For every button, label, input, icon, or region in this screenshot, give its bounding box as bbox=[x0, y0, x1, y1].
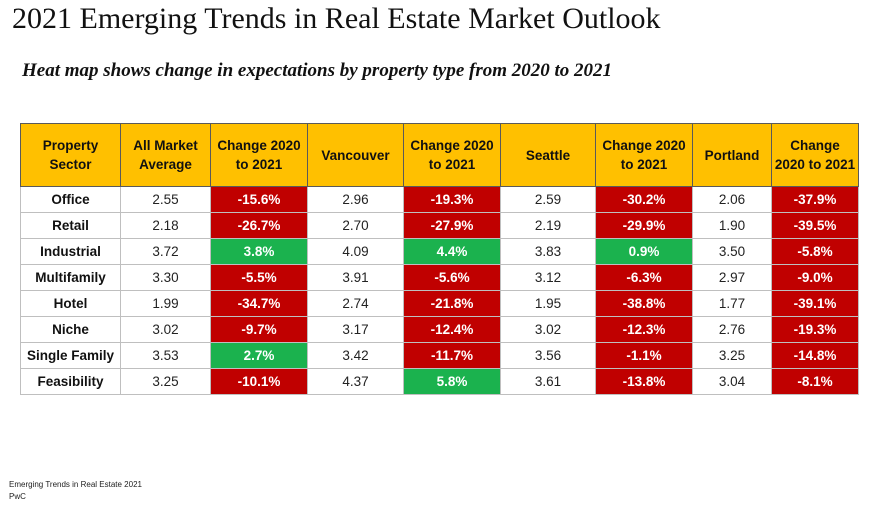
table-row: Retail 2.18 -26.7% 2.70 -27.9% 2.19 -29.9% 1.90… bbox=[20, 212, 859, 239]
score-cell: 2.55 bbox=[120, 186, 211, 213]
change-cell: -11.7% bbox=[403, 342, 501, 369]
sector-cell: Feasibility bbox=[20, 368, 121, 395]
score-cell: 2.76 bbox=[692, 316, 772, 343]
change-cell: -9.0% bbox=[771, 264, 859, 291]
table-row: Hotel 1.99 -34.7% 2.74 -21.8% 1.95 -38.8% 1.77-… bbox=[20, 290, 859, 317]
score-cell: 1.95 bbox=[500, 290, 596, 317]
change-cell: 0.9% bbox=[595, 238, 693, 265]
change-cell: -14.8% bbox=[771, 342, 859, 369]
table-body: Office 2.55 -15.6% 2.96 -19.3% 2.59 -30.2% 2.06… bbox=[20, 186, 859, 395]
change-cell: -8.1% bbox=[771, 368, 859, 395]
column-header: Change 2020 to 2021 bbox=[595, 123, 693, 187]
change-cell: -6.3% bbox=[595, 264, 693, 291]
score-cell: 3.02 bbox=[120, 316, 211, 343]
sector-cell: Office bbox=[20, 186, 121, 213]
source-line: PwC bbox=[9, 492, 26, 501]
score-cell: 3.53 bbox=[120, 342, 211, 369]
change-cell: -19.3% bbox=[403, 186, 501, 213]
change-cell: -21.8% bbox=[403, 290, 501, 317]
change-cell: -5.6% bbox=[403, 264, 501, 291]
table-row: Multifamily 3.30 -5.5% 3.91 -5.6% 3.12 -6.3% 2.… bbox=[20, 264, 859, 291]
score-cell: 2.06 bbox=[692, 186, 772, 213]
change-cell: -13.8% bbox=[595, 368, 693, 395]
column-header: Change 2020 to 2021 bbox=[210, 123, 308, 187]
change-cell: -29.9% bbox=[595, 212, 693, 239]
score-cell: 2.18 bbox=[120, 212, 211, 239]
change-cell: -39.5% bbox=[771, 212, 859, 239]
source-line: Emerging Trends in Real Estate 2021 bbox=[9, 480, 142, 489]
column-header: Property Sector bbox=[20, 123, 121, 187]
score-cell: 3.25 bbox=[120, 368, 211, 395]
sector-cell: Multifamily bbox=[20, 264, 121, 291]
change-cell: -10.1% bbox=[210, 368, 308, 395]
score-cell: 3.61 bbox=[500, 368, 596, 395]
score-cell: 1.99 bbox=[120, 290, 211, 317]
score-cell: 3.12 bbox=[500, 264, 596, 291]
change-cell: -38.8% bbox=[595, 290, 693, 317]
score-cell: 3.04 bbox=[692, 368, 772, 395]
score-cell: 4.09 bbox=[307, 238, 404, 265]
score-cell: 3.17 bbox=[307, 316, 404, 343]
table-row: Industrial 3.72 3.8% 4.09 4.4% 3.83 0.9% 3.50 -5… bbox=[20, 238, 859, 265]
column-header: Change 2020 to 2021 bbox=[403, 123, 501, 187]
page-title: 2021 Emerging Trends in Real Estate Mark… bbox=[12, 2, 661, 35]
change-cell: -30.2% bbox=[595, 186, 693, 213]
change-cell: -39.1% bbox=[771, 290, 859, 317]
table-row: Feasibility 3.25 -10.1% 4.37 5.8% 3.61 -13.8% 3… bbox=[20, 368, 859, 395]
sector-cell: Single Family bbox=[20, 342, 121, 369]
score-cell: 3.25 bbox=[692, 342, 772, 369]
column-header: All Market Average bbox=[120, 123, 211, 187]
sector-cell: Niche bbox=[20, 316, 121, 343]
score-cell: 2.19 bbox=[500, 212, 596, 239]
change-cell: -15.6% bbox=[210, 186, 308, 213]
change-cell: -37.9% bbox=[771, 186, 859, 213]
column-header: Seattle bbox=[500, 123, 596, 187]
change-cell: -27.9% bbox=[403, 212, 501, 239]
change-cell: 2.7% bbox=[210, 342, 308, 369]
change-cell: -1.1% bbox=[595, 342, 693, 369]
change-cell: 4.4% bbox=[403, 238, 501, 265]
score-cell: 2.96 bbox=[307, 186, 404, 213]
sector-cell: Industrial bbox=[20, 238, 121, 265]
score-cell: 4.37 bbox=[307, 368, 404, 395]
score-cell: 2.97 bbox=[692, 264, 772, 291]
score-cell: 2.59 bbox=[500, 186, 596, 213]
table-row: Niche 3.02 -9.7% 3.17 -12.4% 3.02 -12.3% 2.76 -1… bbox=[20, 316, 859, 343]
column-header: Portland bbox=[692, 123, 772, 187]
change-cell: -9.7% bbox=[210, 316, 308, 343]
score-cell: 2.74 bbox=[307, 290, 404, 317]
heat-map-table: Property Sector All Market Average Chang… bbox=[20, 123, 859, 395]
change-cell: -5.8% bbox=[771, 238, 859, 265]
score-cell: 3.50 bbox=[692, 238, 772, 265]
change-cell: -19.3% bbox=[771, 316, 859, 343]
header-row: Property Sector All Market Average Chang… bbox=[20, 123, 859, 187]
score-cell: 3.02 bbox=[500, 316, 596, 343]
score-cell: 3.91 bbox=[307, 264, 404, 291]
change-cell: 3.8% bbox=[210, 238, 308, 265]
column-header: Change 2020 to 2021 bbox=[771, 123, 859, 187]
table-row: Office 2.55 -15.6% 2.96 -19.3% 2.59 -30.2% 2.06… bbox=[20, 186, 859, 213]
page-subtitle: Heat map shows change in expectations by… bbox=[22, 60, 613, 81]
sector-cell: Retail bbox=[20, 212, 121, 239]
column-header: Vancouver bbox=[307, 123, 404, 187]
table-row: Single Family 3.53 2.7% 3.42 -11.7% 3.56 -1.1%… bbox=[20, 342, 859, 369]
change-cell: -34.7% bbox=[210, 290, 308, 317]
score-cell: 2.70 bbox=[307, 212, 404, 239]
score-cell: 3.30 bbox=[120, 264, 211, 291]
score-cell: 3.42 bbox=[307, 342, 404, 369]
change-cell: -5.5% bbox=[210, 264, 308, 291]
score-cell: 1.90 bbox=[692, 212, 772, 239]
score-cell: 3.83 bbox=[500, 238, 596, 265]
change-cell: -12.4% bbox=[403, 316, 501, 343]
source-note: Emerging Trends in Real Estate 2021 PwC bbox=[9, 479, 142, 503]
change-cell: 5.8% bbox=[403, 368, 501, 395]
sector-cell: Hotel bbox=[20, 290, 121, 317]
change-cell: -12.3% bbox=[595, 316, 693, 343]
score-cell: 1.77 bbox=[692, 290, 772, 317]
change-cell: -26.7% bbox=[210, 212, 308, 239]
score-cell: 3.72 bbox=[120, 238, 211, 265]
score-cell: 3.56 bbox=[500, 342, 596, 369]
